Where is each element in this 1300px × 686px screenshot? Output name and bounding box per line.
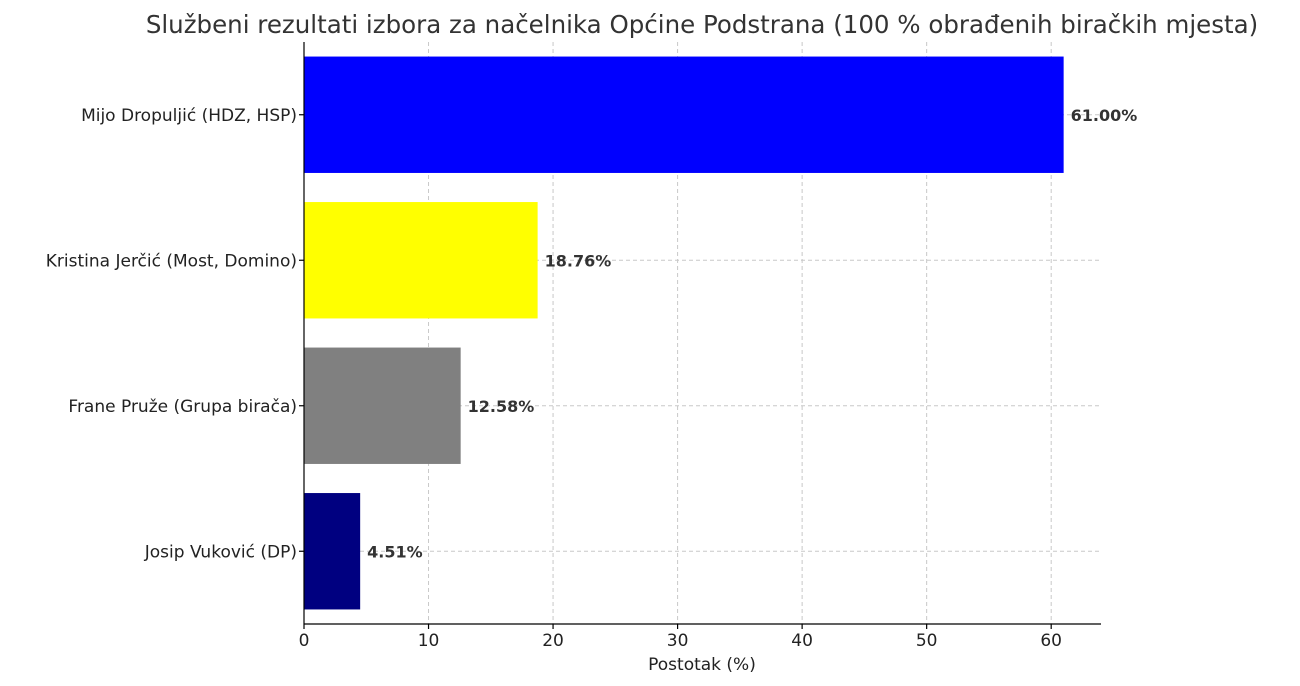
bar (304, 493, 361, 610)
bar (304, 202, 538, 319)
x-tick-label: 30 (667, 631, 689, 651)
x-axis-title: Postotak (%) (648, 655, 756, 675)
category-label: Kristina Jerčić (Most, Domino) (46, 251, 297, 271)
data-label: 18.76% (545, 251, 612, 270)
x-tick-label: 0 (299, 631, 310, 651)
data-label: 12.58% (468, 397, 535, 416)
axes: Mijo Dropuljić (HDZ, HSP) Kristina Jerčić… (46, 42, 1101, 651)
category-label: Mijo Dropuljić (HDZ, HSP) (81, 106, 297, 126)
x-tick-label: 40 (791, 631, 813, 651)
bar (304, 56, 1064, 173)
category-label: Frane Pruže (Grupa birača) (68, 397, 297, 417)
bar (304, 347, 461, 464)
chart-title: Službeni rezultati izbora za načelnika O… (146, 10, 1258, 39)
x-tick-label: 50 (916, 631, 938, 651)
grid-lines (304, 42, 1101, 624)
category-label: Josip Vuković (DP) (144, 542, 297, 562)
data-label: 4.51% (367, 542, 423, 561)
x-tick-label: 20 (542, 631, 564, 651)
data-label: 61.00% (1071, 106, 1138, 125)
x-tick-label: 10 (418, 631, 440, 651)
x-tick-label: 60 (1040, 631, 1062, 651)
bars (304, 56, 1064, 610)
value-labels: 61.00% 18.76% 12.58% 4.51% (367, 106, 1137, 562)
